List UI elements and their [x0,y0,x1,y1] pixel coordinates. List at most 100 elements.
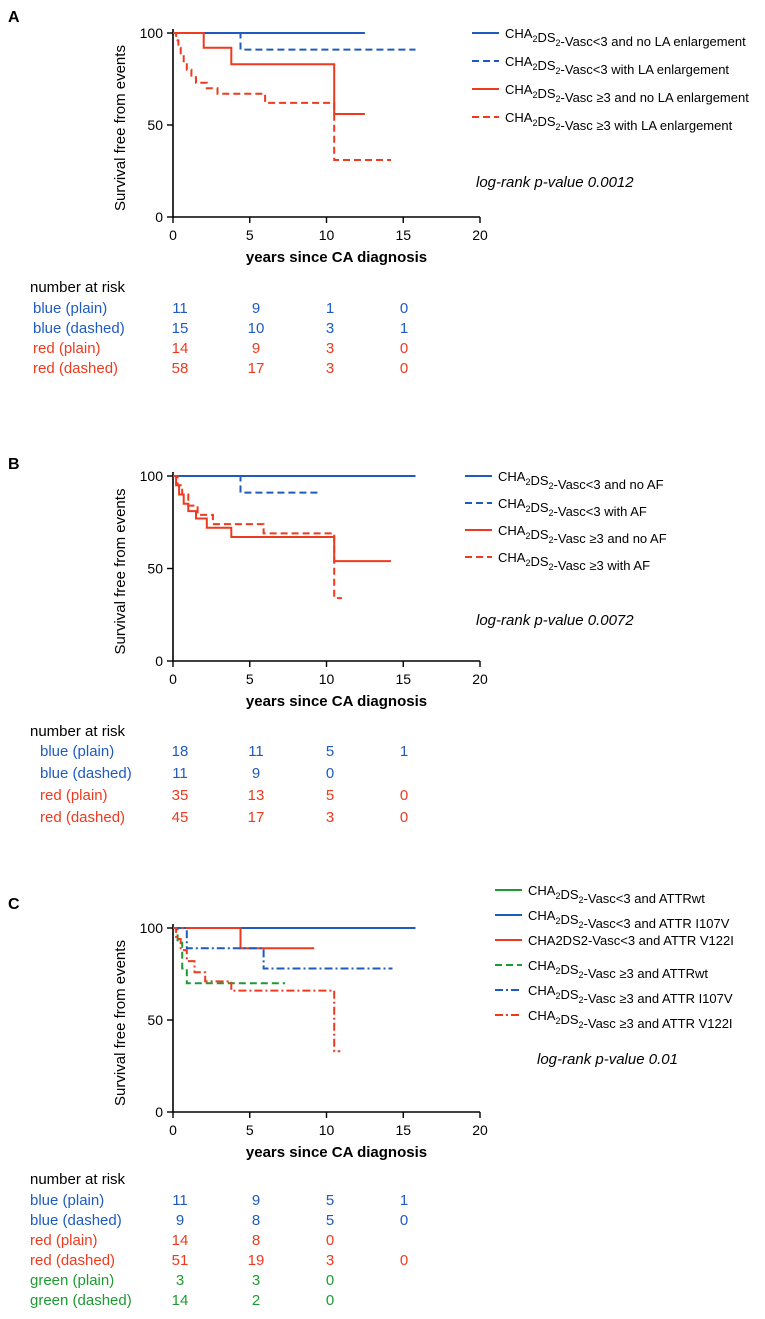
legend-subscript: 2 [555,916,560,926]
series-line-red-solid [173,927,315,950]
legend-subscript: 2 [549,481,554,491]
risk-value: 18 [172,743,189,760]
risk-row-label: red (dashed) [33,360,118,377]
legend-subscript: 2 [532,118,537,128]
legend-text-part: CHA [528,958,556,973]
risk-value: 35 [172,787,189,804]
legend-text-part: CHA2DS2-Vasc<3 and ATTR V122I [528,933,734,948]
pvalue-annotation: log-rank p-value 0.01 [537,1051,678,1068]
risk-row-label: green (dashed) [30,1292,132,1309]
risk-row-label: blue (plain) [40,743,114,760]
series-line-red-solid [173,475,391,563]
x-tick-label: 10 [319,227,335,243]
legend-text-part: DS [560,912,578,927]
y-axis-title: Survival free from events [112,489,129,655]
y-tick-label: 0 [155,653,163,669]
x-tick-label: 20 [472,671,488,687]
x-tick-label: 0 [169,1122,177,1138]
legend-text-part: -Vasc ≥3 with AF [554,558,651,573]
legend-entry: CHA2DS2-Vasc ≥3 and ATTR I107V [528,983,733,1006]
x-tick-label: 5 [246,671,254,687]
risk-value: 3 [326,809,334,826]
y-axis-title: Survival free from events [112,940,129,1106]
x-tick-label: 0 [169,671,177,687]
legend-subscript: 2 [549,508,554,518]
x-axis-title: years since CA diagnosis [246,1144,427,1161]
legend-text-part: DS [560,887,578,902]
legend-text-part: CHA [528,908,556,923]
legend-text-part: -Vasc<3 with LA enlargement [561,62,730,77]
risk-value: 11 [172,1192,188,1209]
legend-text-part: CHA [528,1008,556,1023]
risk-value: 1 [326,300,334,317]
x-tick-label: 10 [319,1122,335,1138]
risk-table-title: number at risk [30,279,126,296]
legend-text-part: CHA [498,550,526,565]
x-axis-title: years since CA diagnosis [246,693,427,710]
risk-row-label: red (plain) [40,787,108,804]
y-tick-label: 0 [155,1104,163,1120]
risk-value: 0 [400,809,408,826]
legend-text-part: -Vasc<3 and ATTRwt [584,891,706,906]
legend-entry: CHA2DS2-Vasc ≥3 with LA enlargement [505,110,733,133]
risk-row-label: blue (dashed) [40,765,132,782]
risk-value: 3 [326,360,334,377]
legend-subscript: 2 [556,94,561,104]
risk-value: 14 [172,1292,189,1309]
legend-subscript: 2 [525,504,530,514]
legend-entry: CHA2DS2-Vasc<3 and ATTRwt [528,883,705,906]
legend-text-part: CHA [505,82,533,97]
legend-subscript: 2 [549,535,554,545]
legend-subscript: 2 [525,477,530,487]
risk-value: 0 [400,300,408,317]
y-tick-label: 0 [155,209,163,225]
panel-letter: B [8,456,20,473]
risk-value: 1 [400,320,408,337]
legend-text-part: DS [530,554,548,569]
series-line-green-dashed [173,927,286,985]
risk-row-label: red (dashed) [30,1252,115,1269]
risk-value: 0 [326,765,334,782]
risk-row-label: blue (plain) [30,1192,104,1209]
x-tick-label: 20 [472,1122,488,1138]
legend-subscript: 2 [555,891,560,901]
legend-text-part: -Vasc<3 and ATTR I107V [584,916,730,931]
risk-value: 0 [326,1232,334,1249]
panel-letter: C [8,896,20,913]
y-tick-label: 100 [140,468,164,484]
risk-value: 13 [248,787,265,804]
legend-entry: CHA2DS2-Vasc ≥3 and no LA enlargement [505,82,749,105]
legend-subscript: 2 [556,66,561,76]
risk-value: 0 [326,1292,334,1309]
series-line-red-dashed [173,475,342,600]
x-tick-label: 10 [319,671,335,687]
x-axis-title: years since CA diagnosis [246,249,427,266]
risk-value: 9 [252,1192,260,1209]
series-line-red-dashdot [173,927,341,1053]
series-line-blue-dashed [173,475,319,494]
legend-text-part: CHA [528,883,556,898]
y-tick-label: 100 [140,920,164,936]
series-line-red-solid [173,32,365,115]
legend-text-part: CHA [505,26,533,41]
legend-entry: CHA2DS2-Vasc<3 with AF [498,496,647,519]
risk-value: 3 [252,1272,260,1289]
risk-value: 19 [248,1252,265,1269]
legend-text-part: DS [530,473,548,488]
legend-subscript: 2 [555,1016,560,1026]
legend-subscript: 2 [525,558,530,568]
x-tick-label: 15 [395,671,411,687]
risk-value: 11 [248,743,264,760]
legend-entry: CHA2DS2-Vasc<3 with LA enlargement [505,54,729,77]
series-line-blue-dashdot [173,927,393,970]
risk-row-label: red (dashed) [40,809,125,826]
legend-text-part: -Vasc ≥3 and ATTRwt [584,966,709,981]
risk-value: 0 [400,340,408,357]
y-tick-label: 50 [147,561,163,577]
legend-entry: CHA2DS2-Vasc<3 and no AF [498,469,664,492]
risk-value: 1 [400,743,408,760]
y-tick-label: 50 [147,1012,163,1028]
legend-text-part: DS [530,527,548,542]
